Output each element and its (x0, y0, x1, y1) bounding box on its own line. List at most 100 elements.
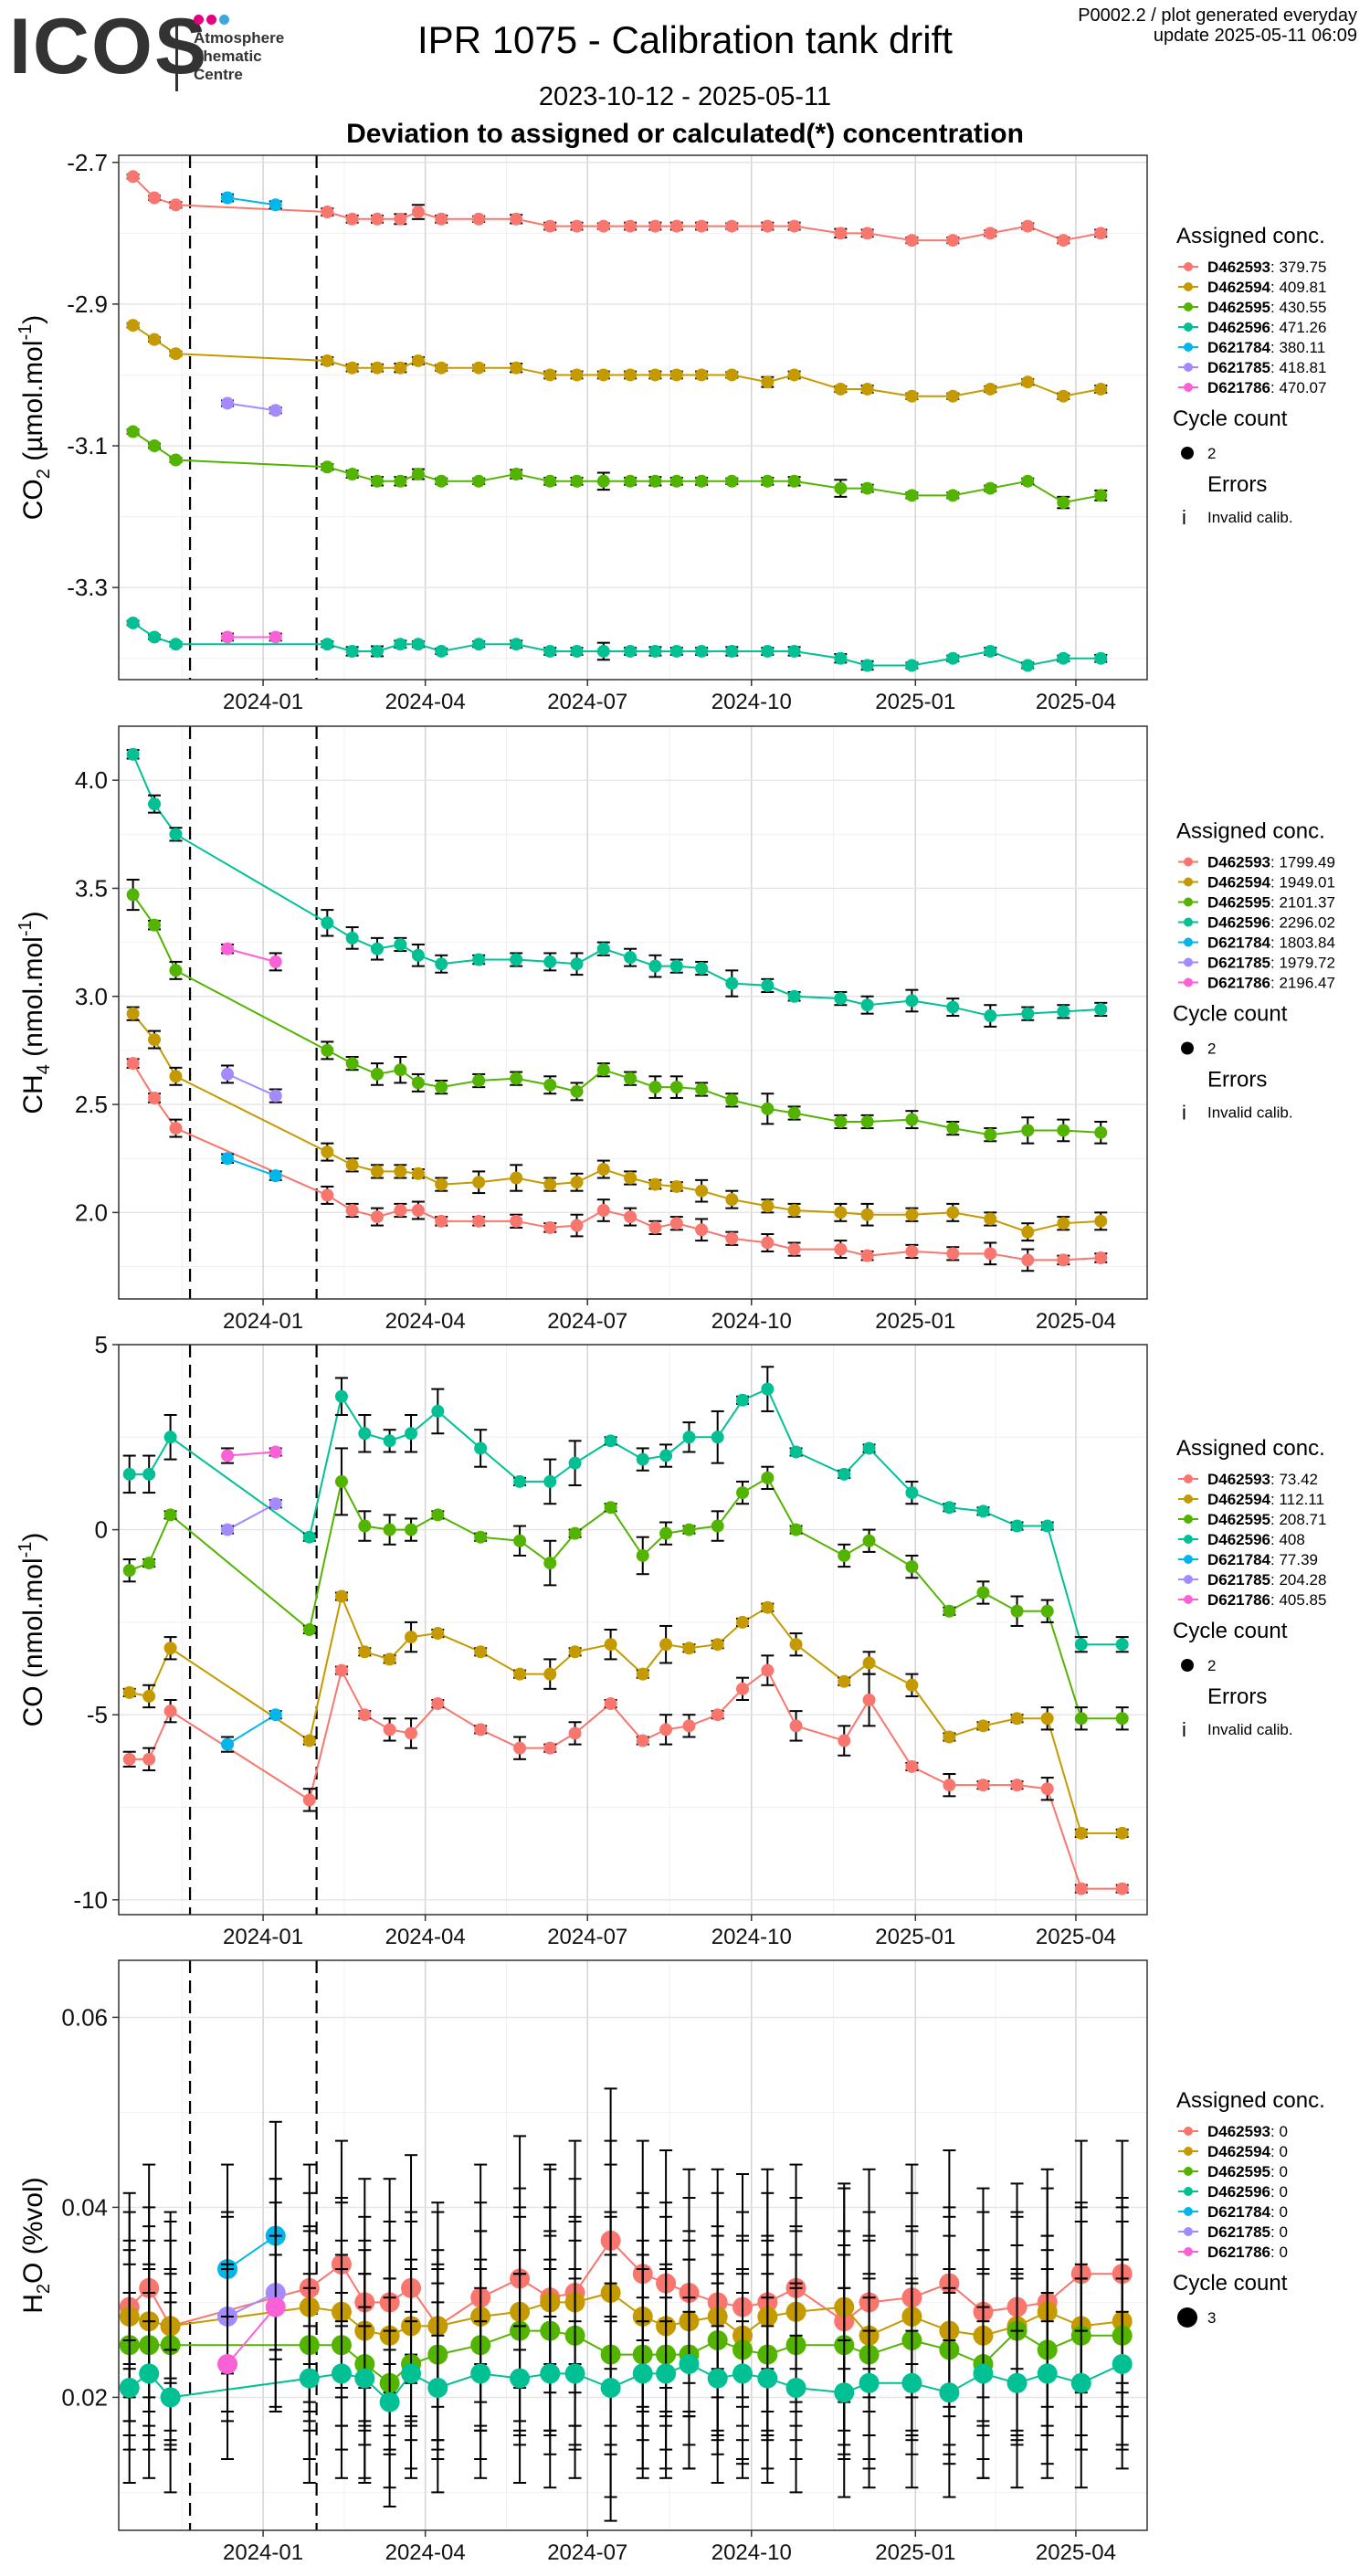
data-point-d462596 (470, 2363, 491, 2384)
legend-entry: D462596: 408 (1178, 1531, 1305, 1548)
legend-entry: D462593: 73.42 (1178, 1471, 1318, 1488)
cycle-count-value: 2 (1207, 1657, 1216, 1674)
data-point-d621785 (269, 1497, 282, 1511)
data-point-d462594 (761, 375, 775, 389)
data-point-d462594 (862, 1656, 876, 1670)
data-point-d462593 (543, 1220, 557, 1234)
x-tick-label: 2025-01 (875, 1925, 955, 1949)
data-point-d462596 (787, 989, 801, 1003)
y-tick-label: 0.06 (61, 2003, 108, 2031)
x-tick-label: 2025-04 (1036, 1925, 1116, 1949)
data-point-d462593 (1057, 234, 1070, 248)
data-point-d462593 (126, 170, 140, 184)
data-point-d462596 (474, 1441, 488, 1455)
legend-label: D621784: 0 (1207, 2203, 1288, 2221)
data-point-d462596 (543, 955, 557, 968)
data-point-d462596 (126, 747, 140, 761)
data-point-d462596 (435, 644, 448, 658)
y-tick-label: 2.0 (75, 1198, 108, 1226)
data-point-d462595 (543, 474, 557, 488)
data-point-d462596 (1057, 651, 1070, 665)
data-point-d462595 (122, 1564, 136, 1578)
data-point-d462595 (636, 1548, 649, 1562)
legend-label: D462595: 2101.37 (1207, 894, 1335, 912)
data-point-d462595 (862, 1534, 876, 1547)
data-point-d462593 (370, 1210, 384, 1224)
data-point-d462595 (725, 1093, 739, 1107)
legend-swatch (1184, 1575, 1193, 1584)
cycle-count-value: 2 (1207, 445, 1216, 462)
data-point-d462593 (976, 1779, 990, 1792)
legend-entry: D621784: 1803.84 (1178, 934, 1335, 952)
cycle-count-swatch (1181, 1041, 1194, 1055)
plot-subtitle: Deviation to assigned or calculated(*) c… (346, 119, 1024, 149)
data-point-d462595 (411, 1076, 425, 1090)
data-point-d462594 (394, 361, 407, 375)
data-point-d462594 (789, 1638, 803, 1652)
data-point-d462594 (148, 1033, 162, 1047)
data-point-d462596 (1021, 1007, 1035, 1020)
data-point-d462593 (358, 1708, 372, 1722)
data-point-d462594 (358, 1645, 372, 1659)
data-point-d462596 (564, 2363, 585, 2384)
cycle-count-title: Cycle count (1173, 1619, 1288, 1643)
legend-label: D621785: 204.28 (1207, 1571, 1326, 1589)
legend-entry: D621784: 77.39 (1178, 1551, 1318, 1568)
legend-label: D462596: 2296.02 (1207, 914, 1335, 932)
data-point-d462595 (834, 481, 848, 495)
y-tick-label: -2.7 (67, 149, 108, 176)
legend-entry: D621784: 380.11 (1178, 339, 1325, 356)
legend-swatch (1184, 917, 1193, 927)
data-point-d462595 (761, 474, 775, 488)
data-point-d462596 (946, 1000, 960, 1014)
data-point-d462594 (1074, 1826, 1088, 1840)
x-tick-label: 2025-04 (1036, 690, 1116, 714)
legend-swatch (1184, 2227, 1193, 2236)
data-point-d462593 (1074, 1882, 1088, 1895)
data-point-d462596 (905, 1486, 919, 1500)
x-tick-label: 2025-01 (875, 1309, 955, 1334)
data-point-d462593 (1040, 1782, 1054, 1796)
data-point-d462594 (472, 1176, 486, 1189)
errors-label: Invalid calib. (1207, 1104, 1293, 1122)
x-tick-label: 2024-07 (547, 1925, 627, 1949)
data-point-d462593 (946, 1247, 960, 1261)
data-point-d462596 (757, 2368, 778, 2389)
data-point-d462594 (695, 1184, 709, 1198)
data-point-d462596 (1006, 2372, 1028, 2393)
data-point-d462594 (984, 382, 997, 396)
data-point-d462596 (345, 931, 359, 945)
data-point-d462595 (510, 468, 523, 481)
data-point-d462596 (725, 644, 739, 658)
date-range: 2023-10-12 - 2025-05-11 (538, 82, 832, 111)
data-point-d462593 (860, 1249, 874, 1262)
data-point-d462594 (126, 1007, 140, 1020)
data-point-d462595 (543, 1078, 557, 1092)
data-point-d462594 (834, 382, 848, 396)
legend-swatch (1184, 282, 1193, 291)
data-point-d462594 (1040, 1712, 1054, 1726)
data-point-d462596 (1010, 1519, 1024, 1533)
data-point-d462595 (711, 1519, 724, 1533)
data-point-d462596 (679, 2354, 700, 2374)
panel-border (118, 1959, 1148, 2531)
errors-label: Invalid calib. (1207, 1721, 1293, 1738)
data-point-d462596 (946, 651, 960, 665)
data-point-d462595 (370, 474, 384, 488)
data-point-d462596 (761, 1382, 775, 1396)
data-point-d462596 (984, 644, 997, 658)
data-point-d462593 (148, 191, 162, 205)
data-point-d462595 (1094, 489, 1108, 502)
data-point-d462595 (358, 1519, 372, 1533)
data-point-d462596 (682, 1431, 696, 1444)
data-point-d462593 (543, 219, 557, 233)
data-point-d462595 (1021, 474, 1035, 488)
data-point-d462593 (1021, 1253, 1035, 1267)
data-point-d462596 (632, 2363, 653, 2384)
data-point-d462593 (596, 219, 610, 233)
data-point-d462593 (568, 1726, 582, 1740)
y-axis-label: CO (nmol.mol-1) (16, 1533, 48, 1727)
data-point-d462593 (624, 1210, 638, 1224)
data-point-d462596 (334, 1389, 348, 1403)
data-point-d462596 (570, 957, 584, 971)
